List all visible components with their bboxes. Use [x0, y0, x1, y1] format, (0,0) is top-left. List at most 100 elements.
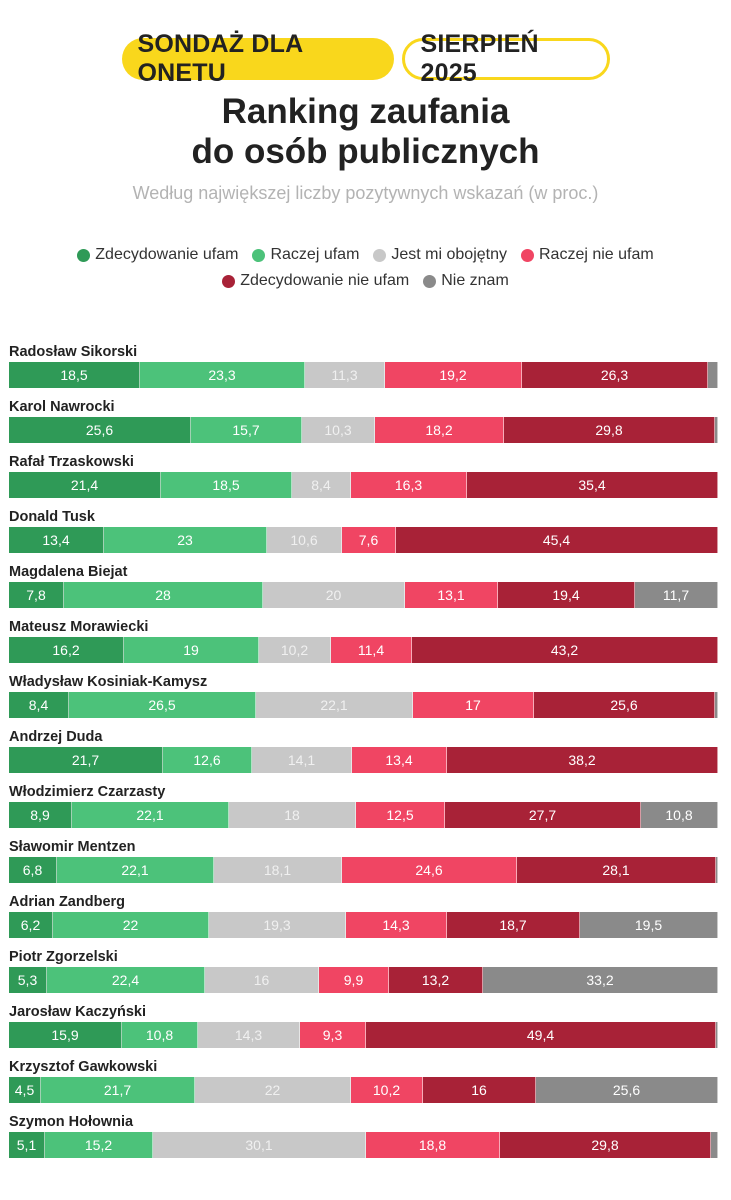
- row-person-name: Jarosław Kaczyński: [9, 1004, 147, 1020]
- bar-segment-strong-distrust: 45,4: [396, 527, 718, 553]
- bar-segment-rather-trust: 21,7: [41, 1077, 195, 1103]
- bar-segment-strong-trust: 8,9: [9, 802, 72, 828]
- stacked-bar: 7,8 28 20 13,1 19,4 11,7: [9, 582, 718, 608]
- chart-row: Adrian Zandberg 6,2 22 19,3 14,3 18,7 19,5: [9, 890, 718, 938]
- stacked-bar: 21,7 12,6 14,1 13,4 38,2: [9, 747, 718, 773]
- bar-segment-rather-trust: 22,1: [72, 802, 229, 828]
- bar-segment-dont-know: 19,5: [580, 912, 718, 938]
- bar-segment-rather-trust: 15,7: [191, 417, 302, 443]
- chart-row: Magdalena Biejat 7,8 28 20 13,1 19,4 11,7: [9, 560, 718, 608]
- bar-segment-strong-trust: 6,8: [9, 857, 57, 883]
- row-person-name: Radosław Sikorski: [9, 344, 138, 360]
- chart-row: Sławomir Mentzen 6,8 22,1 18,1 24,6 28,1: [9, 835, 718, 883]
- stacked-bar: 5,3 22,4 16 9,9 13,2 33,2: [9, 967, 718, 993]
- row-person-name: Mateusz Morawiecki: [9, 619, 149, 635]
- stacked-bar: 13,4 23 10,6 7,6 45,4: [9, 527, 718, 553]
- row-person-name: Karol Nawrocki: [9, 399, 115, 415]
- bar-segment-indifferent: 14,3: [198, 1022, 300, 1048]
- bar-segment-strong-trust: 21,4: [9, 472, 161, 498]
- bar-segment-rather-trust: 19: [124, 637, 259, 663]
- bar-segment-rather-trust: 10,8: [122, 1022, 198, 1048]
- bar-segment-strong-distrust: 49,4: [366, 1022, 716, 1048]
- bar-segment-strong-distrust: 29,8: [500, 1132, 711, 1158]
- row-person-name: Donald Tusk: [9, 509, 95, 525]
- row-person-name: Szymon Hołownia: [9, 1114, 134, 1130]
- stacked-bar: 4,5 21,7 22 10,2 16 25,6: [9, 1077, 718, 1103]
- stacked-bar: 18,5 23,3 11,3 19,2 26,3: [9, 362, 718, 388]
- bar-segment-indifferent: 11,3: [305, 362, 385, 388]
- bar-segment-rather-distrust: 14,3: [346, 912, 447, 938]
- legend-item-strong-distrust: Zdecydowanie nie ufam: [222, 272, 409, 290]
- bar-segment-rather-trust: 22,4: [47, 967, 205, 993]
- bar-segment-strong-distrust: 26,3: [522, 362, 708, 388]
- bar-segment-indifferent: 19,3: [209, 912, 346, 938]
- bar-segment-indifferent: 18,1: [214, 857, 342, 883]
- bar-segment-rather-trust: 22: [53, 912, 209, 938]
- bar-segment-rather-trust: 22,1: [57, 857, 214, 883]
- legend-label: Nie znam: [441, 272, 509, 289]
- bar-segment-rather-distrust: 17: [413, 692, 534, 718]
- bar-segment-strong-trust: 16,2: [9, 637, 124, 663]
- legend-swatch: [373, 248, 387, 262]
- date-badge: SIERPIEŃ 2025: [401, 30, 610, 87]
- bar-segment-indifferent: 10,6: [267, 527, 342, 553]
- row-person-name: Andrzej Duda: [9, 729, 103, 745]
- bar-segment-rather-distrust: 9,9: [319, 967, 389, 993]
- bar-segment-rather-trust: 23,3: [140, 362, 305, 388]
- bar-segment-strong-trust: 6,2: [9, 912, 53, 938]
- row-person-name: Magdalena Biejat: [9, 564, 128, 580]
- legend-label: Jest mi obojętny: [391, 246, 507, 263]
- bar-segment-strong-distrust: 28,1: [517, 857, 716, 883]
- bar-segment-rather-trust: 26,5: [69, 692, 256, 718]
- stacked-bar: 21,4 18,5 8,4 16,3 35,4: [9, 472, 718, 498]
- bar-segment-strong-trust: 5,3: [9, 967, 47, 993]
- bar-segment-indifferent: 16: [205, 967, 319, 993]
- legend-swatch: [423, 274, 437, 288]
- legend-item-rather-trust: Raczej ufam: [252, 246, 359, 264]
- chart-row: Piotr Zgorzelski 5,3 22,4 16 9,9 13,2 33,2: [9, 945, 718, 993]
- bar-segment-dont-know: 25,6: [536, 1077, 718, 1103]
- stacked-bar: 6,8 22,1 18,1 24,6 28,1: [9, 857, 718, 883]
- bar-segment-indifferent: 30,1: [153, 1132, 366, 1158]
- bar-segment-rather-trust: 12,6: [163, 747, 252, 773]
- bar-segment-strong-trust: 21,7: [9, 747, 163, 773]
- bar-segment-rather-distrust: 9,3: [300, 1022, 366, 1048]
- survey-badge: SONDAŻ DLA ONETU: [121, 30, 394, 87]
- bar-segment-indifferent: 20: [263, 582, 405, 608]
- stacked-bar: 8,4 26,5 22,1 17 25,6: [9, 692, 718, 718]
- bar-segment-dont-know: [715, 692, 718, 718]
- bar-segment-strong-distrust: 19,4: [498, 582, 635, 608]
- bar-segment-strong-trust: 5,1: [9, 1132, 45, 1158]
- bar-segment-strong-trust: 15,9: [9, 1022, 122, 1048]
- bar-segment-indifferent: 10,3: [302, 417, 375, 443]
- legend-swatch: [77, 248, 91, 262]
- bar-segment-strong-distrust: 27,7: [445, 802, 641, 828]
- bar-segment-rather-distrust: 7,6: [342, 527, 396, 553]
- bar-segment-rather-trust: 18,5: [161, 472, 292, 498]
- chart-row: Krzysztof Gawkowski 4,5 21,7 22 10,2 16 25,6: [9, 1055, 718, 1103]
- legend-item-dont-know: Nie znam: [423, 272, 509, 290]
- bar-segment-rather-distrust: 11,4: [331, 637, 412, 663]
- bar-segment-rather-trust: 28: [64, 582, 263, 608]
- legend-swatch: [252, 248, 266, 262]
- bar-segment-dont-know: [708, 362, 718, 388]
- stacked-bar: 8,9 22,1 18 12,5 27,7 10,8: [9, 802, 718, 828]
- legend-label: Raczej ufam: [270, 246, 360, 263]
- bar-segment-rather-distrust: 13,4: [352, 747, 447, 773]
- bar-segment-strong-distrust: 18,7: [447, 912, 580, 938]
- chart-row: Rafał Trzaskowski 21,4 18,5 8,4 16,3 35,4: [9, 450, 718, 498]
- chart-row: Andrzej Duda 21,7 12,6 14,1 13,4 38,2: [9, 725, 718, 773]
- legend-swatch: [222, 274, 236, 288]
- bar-segment-strong-trust: 13,4: [9, 527, 104, 553]
- bar-segment-indifferent: 10,2: [259, 637, 331, 663]
- bar-segment-rather-trust: 15,2: [45, 1132, 153, 1158]
- bar-segment-strong-distrust: 38,2: [447, 747, 718, 773]
- chart-row: Donald Tusk 13,4 23 10,6 7,6 45,4: [9, 505, 718, 553]
- legend-swatch: [521, 248, 534, 262]
- bar-segment-dont-know: 11,7: [635, 582, 718, 608]
- stacked-bar: 15,9 10,8 14,3 9,3 49,4: [9, 1022, 718, 1048]
- bar-segment-rather-distrust: 10,2: [351, 1077, 423, 1103]
- bar-segment-indifferent: 22: [195, 1077, 351, 1103]
- chart-row: Jarosław Kaczyński 15,9 10,8 14,3 9,3 49,4: [9, 1000, 718, 1048]
- bar-segment-rather-distrust: 16,3: [351, 472, 467, 498]
